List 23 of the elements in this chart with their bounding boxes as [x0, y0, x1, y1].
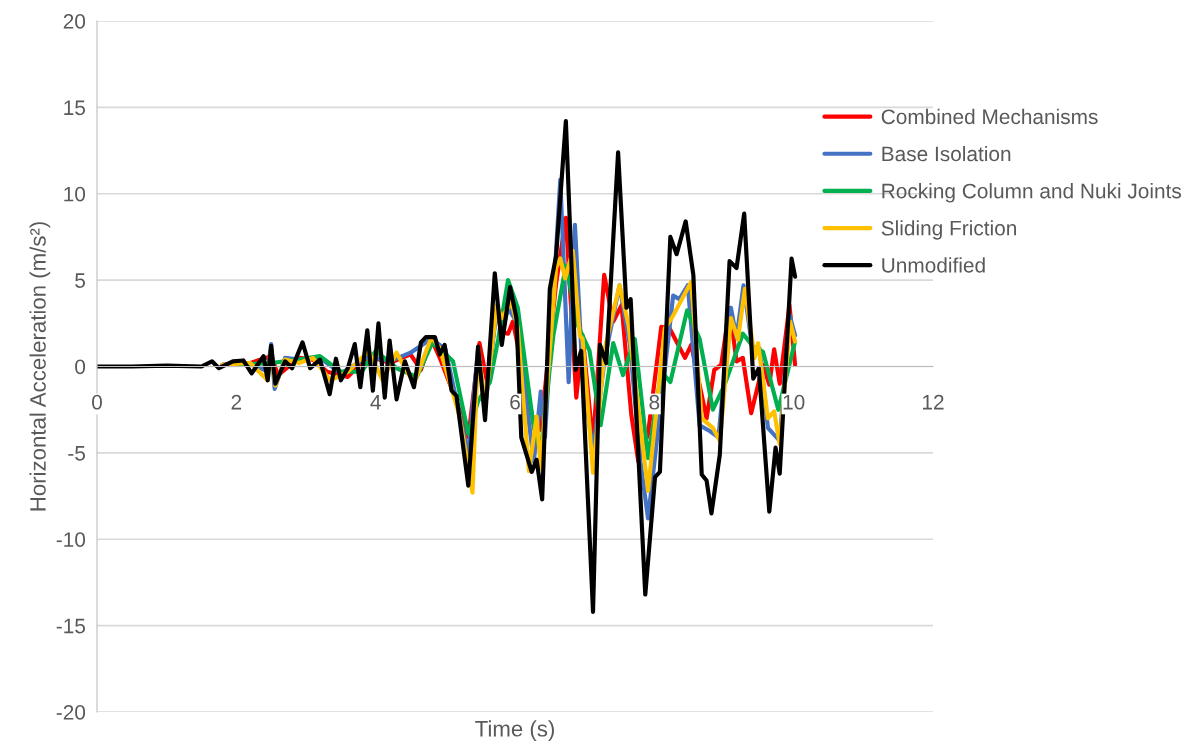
- legend-label: Base Isolation: [882, 145, 1011, 162]
- x-tick-label: 4: [370, 395, 381, 410]
- y-tick-label: 5: [75, 273, 86, 288]
- legend-label: Rocking Column and Nuki Joints: [882, 183, 1182, 203]
- x-axis-title: Time (s): [475, 720, 554, 741]
- legend-label: Sliding Friction: [881, 220, 1016, 240]
- y-tick-label: -15: [56, 618, 86, 634]
- y-tick-label: 0: [75, 359, 86, 375]
- x-tick-label: 12: [923, 394, 944, 410]
- legend-label: Unmodified: [882, 257, 985, 273]
- x-tick-label: 8: [649, 394, 660, 410]
- x-tick-label: 6: [510, 394, 520, 410]
- y-tick-label: -10: [56, 532, 86, 547]
- x-tick-label: 0: [92, 394, 102, 410]
- y-tick-label: 15: [64, 100, 86, 116]
- x-tick-label: 10: [783, 394, 805, 410]
- y-tick-label: -20: [56, 705, 86, 720]
- x-tick-label: 2: [231, 394, 242, 410]
- legend-label: Combined Mechanisms: [881, 108, 1098, 125]
- y-tick-label: 20: [63, 14, 86, 29]
- y-tick-label: -5: [68, 446, 86, 461]
- y-tick-label: 10: [64, 186, 86, 202]
- y-axis-title: Horizontal Acceleration (m/s²): [29, 222, 51, 511]
